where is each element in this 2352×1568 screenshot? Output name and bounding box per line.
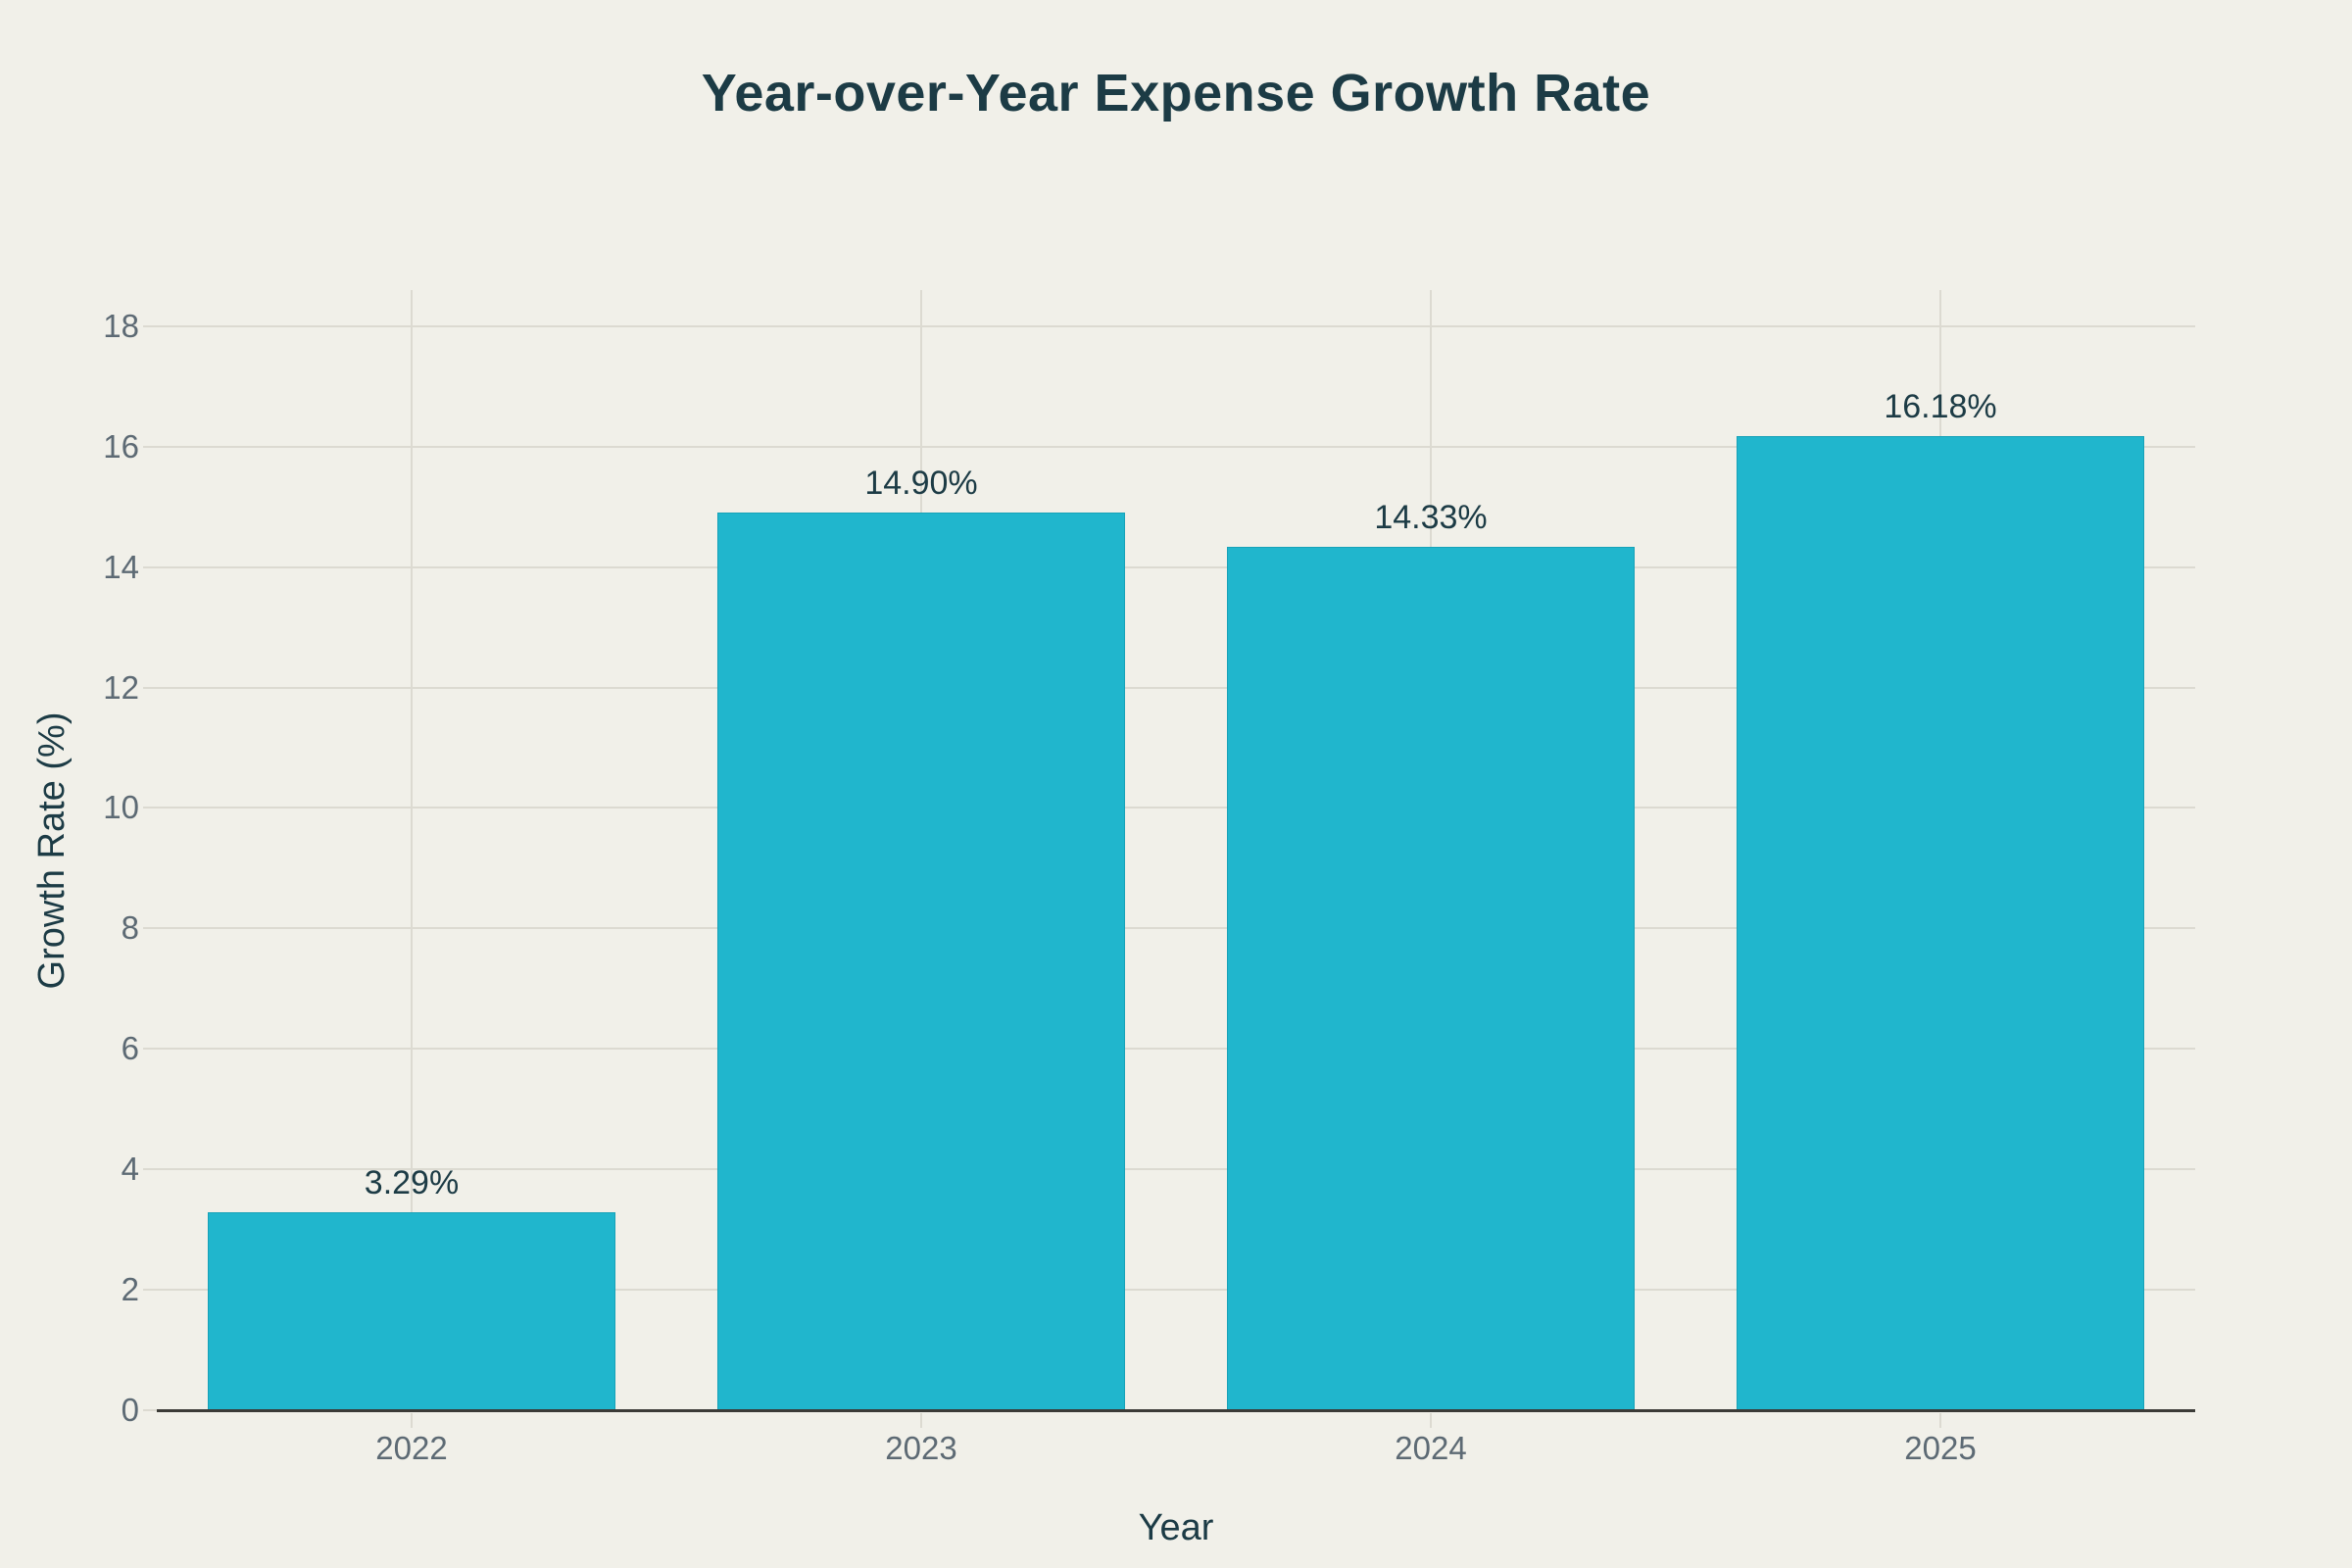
y-tick-mark — [143, 565, 157, 568]
y-tick-label: 2 — [121, 1271, 139, 1308]
x-axis-title: Year — [1138, 1507, 1214, 1548]
y-tick-label: 8 — [121, 909, 139, 947]
y-tick-mark — [143, 927, 157, 930]
y-tick-label: 12 — [103, 668, 139, 706]
y-tick-mark — [143, 1168, 157, 1171]
y-gridline — [157, 445, 2195, 448]
x-tick-mark — [920, 1413, 922, 1428]
x-tick-label: 2024 — [1395, 1430, 1467, 1466]
y-tick-label: 6 — [121, 1030, 139, 1067]
y-gridline — [157, 324, 2195, 327]
x-tick-mark — [1939, 1413, 1941, 1428]
x-tick-label: 2025 — [1904, 1430, 1977, 1466]
y-tick-mark — [143, 1048, 157, 1051]
y-tick-label: 18 — [103, 307, 139, 344]
y-gridline — [157, 686, 2195, 689]
y-gridline — [157, 1048, 2195, 1051]
y-tick-mark — [143, 1409, 157, 1411]
bar-2025 — [1737, 435, 2144, 1410]
x-tick-mark — [1430, 1413, 1432, 1428]
y-tick-mark — [143, 807, 157, 809]
y-tick-label: 4 — [121, 1151, 139, 1188]
x-tick-mark — [411, 1413, 413, 1428]
bar-2022 — [208, 1211, 615, 1410]
y-tick-label: 14 — [103, 548, 139, 585]
y-gridline — [157, 807, 2195, 809]
chart-title: Year-over-Year Expense Growth Rate — [701, 64, 1651, 122]
bar-2023 — [717, 513, 1125, 1410]
y-gridline — [157, 565, 2195, 568]
y-tick-label: 10 — [103, 789, 139, 826]
y-gridline — [157, 1289, 2195, 1292]
y-tick-mark — [143, 445, 157, 448]
x-tick-label: 2022 — [375, 1430, 448, 1466]
bar-value-label: 14.90% — [864, 465, 978, 503]
y-tick-mark — [143, 1289, 157, 1292]
bar-value-label: 14.33% — [1374, 499, 1488, 537]
y-tick-label: 16 — [103, 427, 139, 465]
x-axis-line — [157, 1409, 2195, 1412]
y-tick-mark — [143, 324, 157, 327]
bar-value-label: 16.18% — [1884, 387, 1997, 425]
y-tick-mark — [143, 686, 157, 689]
y-tick-label: 0 — [121, 1392, 139, 1428]
bar-2024 — [1227, 547, 1635, 1410]
y-gridline — [157, 927, 2195, 930]
x-tick-label: 2023 — [885, 1430, 957, 1466]
bar-value-label: 3.29% — [364, 1163, 460, 1201]
y-gridline — [157, 1168, 2195, 1171]
x-gridline — [411, 290, 413, 1410]
